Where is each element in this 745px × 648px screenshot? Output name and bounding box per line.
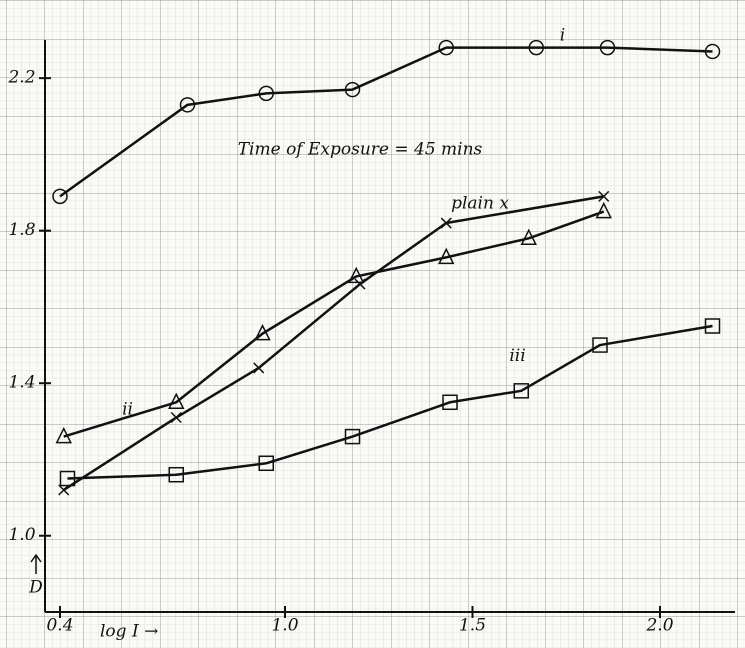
chart-title: Time of Exposure = 45 mins xyxy=(238,140,483,160)
y-tick-label: 1.8 xyxy=(8,220,35,240)
page: {"chart_data": { "type": "scatter", "tit… xyxy=(0,0,745,648)
x-tick-label: 0.4 xyxy=(46,616,73,636)
series-label: iii xyxy=(509,346,525,366)
series-label: i xyxy=(560,26,565,46)
graph-paper xyxy=(0,0,745,648)
x-tick-label: 1.0 xyxy=(271,616,298,636)
y-axis-label: D xyxy=(28,578,43,598)
x-tick-label: 1.5 xyxy=(459,616,486,636)
series-label: ii xyxy=(122,399,133,419)
x-axis-label: log I → xyxy=(100,622,158,642)
y-tick-label: 1.4 xyxy=(8,373,35,393)
series-label: plain x xyxy=(451,193,509,213)
chart: Time of Exposure = 45 mins log I → D 1.0… xyxy=(0,0,745,648)
x-tick-label: 2.0 xyxy=(645,616,673,636)
y-tick-label: 1.0 xyxy=(8,525,35,545)
y-tick-label: 2.2 xyxy=(7,68,35,88)
